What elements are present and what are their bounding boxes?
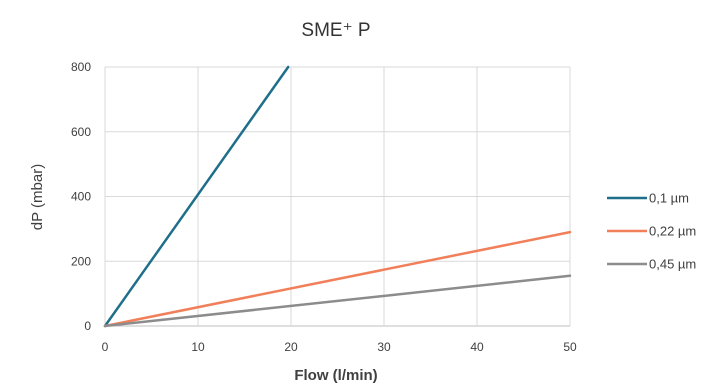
x-tick-label: 10 <box>191 340 205 354</box>
legend-item: 0,22 µm <box>607 224 696 239</box>
x-tick-label: 50 <box>563 340 577 354</box>
x-tick-label: 0 <box>102 340 109 354</box>
series-line-2 <box>103 230 572 328</box>
axes: 0 200 400 600 800 0 10 20 30 40 50 <box>71 60 577 354</box>
y-tick-label: 800 <box>71 60 91 74</box>
y-axis-label: dP (mbar) <box>29 164 46 230</box>
y-tick-label: 400 <box>71 190 91 204</box>
legend-label: 0,45 µm <box>649 257 696 272</box>
legend: 0,1 µm 0,22 µm 0,45 µm <box>607 191 696 272</box>
legend-label: 0,1 µm <box>649 191 689 206</box>
series-lines <box>103 65 572 328</box>
series-line-3 <box>103 274 572 328</box>
legend-label: 0,22 µm <box>649 224 696 239</box>
y-tick-label: 0 <box>84 319 91 333</box>
y-tick-label: 200 <box>71 254 91 268</box>
x-axis-label: Flow (l/min) <box>294 367 377 384</box>
chart-title: SME⁺ P <box>301 20 370 41</box>
x-tick-label: 30 <box>377 340 391 354</box>
legend-item: 0,1 µm <box>607 191 689 206</box>
grid <box>104 66 571 327</box>
x-tick-label: 20 <box>284 340 298 354</box>
y-tick-label: 600 <box>71 125 91 139</box>
legend-item: 0,45 µm <box>607 257 696 272</box>
series-line-1 <box>103 65 290 328</box>
x-tick-label: 40 <box>470 340 484 354</box>
